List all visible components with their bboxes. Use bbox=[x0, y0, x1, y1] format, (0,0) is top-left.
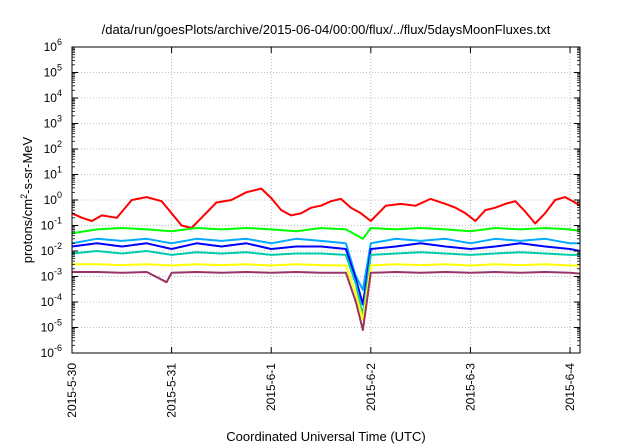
y-tick-label: 100 bbox=[44, 190, 62, 207]
y-tick-label: 10-5 bbox=[41, 318, 62, 335]
y-tick-label-sup: -5 bbox=[54, 318, 62, 328]
y-tick-label-base: 10 bbox=[44, 193, 58, 207]
y-tick-label: 10-2 bbox=[41, 241, 62, 258]
grid-lines bbox=[72, 47, 580, 353]
y-tick-label-sup: 2 bbox=[57, 139, 62, 149]
series-line-3 bbox=[71, 237, 580, 291]
y-tick-label: 102 bbox=[44, 139, 62, 156]
x-tick-labels: 2015-5-30 2015-5-31 2015-6-1 2015-6-2 2015-6… bbox=[65, 363, 577, 418]
y-tick-label: 10-3 bbox=[41, 267, 62, 284]
y-tick-label: 10-1 bbox=[41, 216, 62, 233]
y-tick-label-sup: -4 bbox=[54, 292, 62, 302]
x-tick-label: 2015-5-30 bbox=[65, 363, 79, 418]
data-series bbox=[71, 187, 581, 331]
y-tick-label-sup: 5 bbox=[57, 63, 62, 73]
y-tick-label-base: 10 bbox=[44, 66, 58, 80]
y-tick-label-base: 10 bbox=[41, 295, 55, 309]
y-tick-labels: 10-610-510-410-310-210-11001011021031041… bbox=[41, 37, 62, 360]
y-tick-label-sup: -2 bbox=[54, 241, 62, 251]
y-axis-label-main: protons/cm bbox=[20, 199, 35, 263]
y-tick-label-base: 10 bbox=[41, 219, 55, 233]
y-tick-label-sup: 1 bbox=[57, 165, 62, 175]
y-tick-label: 105 bbox=[44, 63, 62, 80]
x-tick-label: 2015-6-1 bbox=[264, 363, 278, 411]
x-axis-label: Coordinated Universal Time (UTC) bbox=[226, 429, 425, 444]
y-axis-label: protons/cm2-s-sr-MeV bbox=[19, 136, 35, 263]
y-tick-label: 10-4 bbox=[41, 292, 62, 309]
x-tick-label: 2015-6-4 bbox=[563, 363, 577, 411]
y-tick-label: 104 bbox=[44, 88, 62, 105]
y-tick-label-sup: 0 bbox=[57, 190, 62, 200]
y-tick-label: 106 bbox=[44, 37, 62, 54]
x-tick-label: 2015-6-3 bbox=[463, 363, 477, 411]
y-tick-label-sup: 6 bbox=[57, 37, 62, 47]
x-tick-label: 2015-6-2 bbox=[364, 363, 378, 411]
series-line-1 bbox=[71, 187, 581, 229]
series-line-2 bbox=[71, 227, 581, 240]
y-tick-label-base: 10 bbox=[44, 91, 58, 105]
y-tick-label: 10-6 bbox=[41, 343, 62, 360]
chart-title: /data/run/goesPlots/archive/2015-06-04/0… bbox=[102, 22, 551, 37]
axis-ticks bbox=[71, 46, 580, 354]
x-tick-label: 2015-5-31 bbox=[165, 363, 179, 418]
y-tick-label-base: 10 bbox=[44, 168, 58, 182]
y-tick-label-sup: -6 bbox=[54, 343, 62, 353]
y-tick-label-sup: -1 bbox=[54, 216, 62, 226]
y-tick-label-base: 10 bbox=[44, 40, 58, 54]
y-tick-label-base: 10 bbox=[41, 321, 55, 335]
series-line-6 bbox=[72, 263, 580, 321]
series-line-4 bbox=[71, 242, 581, 306]
y-tick-label: 101 bbox=[44, 165, 62, 182]
y-tick-label-base: 10 bbox=[41, 244, 55, 258]
y-tick-label: 103 bbox=[44, 114, 62, 131]
y-tick-label-base: 10 bbox=[44, 142, 58, 156]
y-tick-label-base: 10 bbox=[41, 346, 55, 360]
y-tick-label-base: 10 bbox=[44, 117, 58, 131]
y-tick-label-base: 10 bbox=[41, 270, 55, 284]
y-tick-label-sup: -3 bbox=[54, 267, 62, 277]
y-axis-label-sup: 2 bbox=[19, 194, 29, 199]
y-tick-label-sup: 3 bbox=[57, 114, 62, 124]
y-axis-label-rest: -s-sr-MeV bbox=[20, 136, 35, 193]
series-line-7 bbox=[72, 271, 581, 331]
series-line-5 bbox=[71, 250, 580, 317]
y-tick-label-sup: 4 bbox=[57, 88, 62, 98]
